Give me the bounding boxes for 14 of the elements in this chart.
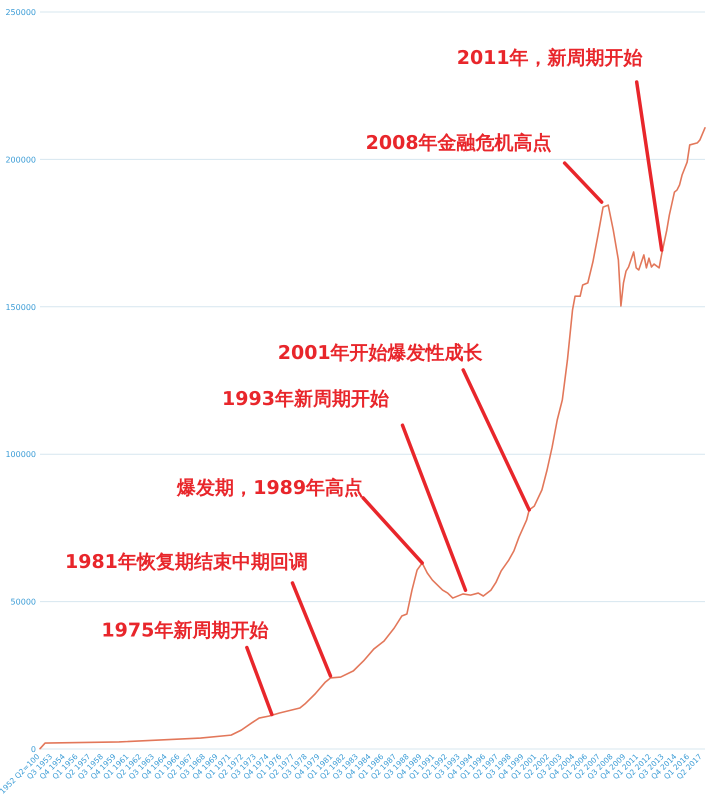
annotation: 爆发期，1989年高点 — [176, 476, 364, 499]
annotation: 1981年恢复期结束中期回调 — [65, 550, 308, 573]
annotation: 2008年金融危机高点 — [366, 132, 552, 154]
y-tick-label: 0 — [30, 745, 36, 754]
line-series — [39, 127, 706, 750]
annotation: 1975年新周期开始 — [101, 620, 270, 642]
y-tick-label: 150000 — [5, 302, 36, 312]
y-tick-label: 250000 — [5, 8, 36, 17]
annotation: 2011年，新周期开始 — [456, 47, 644, 70]
annotation: 2001年开始爆发性成长 — [278, 342, 484, 364]
y-tick-label: 50000 — [10, 598, 36, 607]
annotation: 1993年新周期开始 — [222, 388, 390, 410]
y-tick-label: 200000 — [5, 155, 36, 164]
y-tick-label: 100000 — [5, 450, 36, 460]
